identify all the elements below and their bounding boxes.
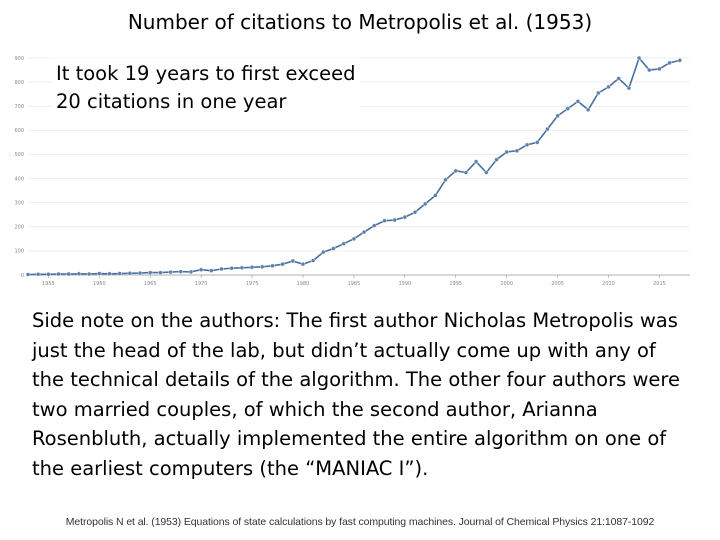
data-point [565, 106, 570, 111]
data-point [239, 265, 245, 270]
data-point [443, 177, 448, 182]
data-point [25, 272, 31, 277]
data-point [412, 210, 418, 215]
data-point [657, 66, 662, 72]
data-point [188, 269, 194, 275]
data-point [575, 99, 581, 104]
data-point [484, 170, 489, 175]
data-point [198, 267, 204, 272]
data-point [209, 268, 214, 273]
x-tick-label: 1990 [398, 281, 411, 287]
x-tick-label: 2000 [500, 281, 513, 287]
data-point [392, 217, 397, 223]
data-point [372, 223, 377, 228]
data-point [229, 266, 234, 271]
data-point [219, 266, 224, 272]
x-tick-label: 1965 [144, 281, 157, 287]
slide-title: Number of citations to Metropolis et al.… [127, 10, 593, 34]
data-point [46, 272, 51, 277]
data-point [433, 193, 438, 198]
data-point [545, 126, 550, 132]
data-point [127, 271, 133, 276]
y-tick-label: 800 [14, 80, 24, 86]
y-tick-label: 100 [14, 249, 24, 255]
chart-annotation: It took 19 years to first exceed 20 cita… [52, 58, 360, 118]
y-tick-label: 0 [21, 273, 24, 279]
data-point [290, 258, 295, 264]
y-tick-label: 600 [14, 128, 24, 134]
data-point [524, 142, 530, 148]
x-tick-label: 1980 [297, 281, 310, 287]
data-point [168, 269, 173, 275]
data-point [402, 214, 408, 220]
data-point [310, 258, 316, 263]
data-point [270, 263, 275, 269]
side-note-text: Side note on the authors: The first auth… [32, 309, 680, 480]
x-tick-label: 2010 [602, 281, 615, 287]
axis-layer: 0 100 200 300 400 500 600 700 800 900 1955 1960 1965… [14, 56, 690, 287]
x-tick-label: 2005 [551, 281, 564, 287]
data-point [56, 271, 61, 277]
data-point [667, 60, 672, 66]
data-point [626, 85, 632, 91]
reference-citation: Metropolis N et al. (1953) Equations of … [65, 516, 655, 528]
data-point [66, 271, 71, 277]
data-point [35, 272, 41, 277]
data-point [76, 271, 82, 276]
data-point [351, 236, 357, 242]
data-point [260, 264, 265, 270]
data-point [596, 90, 601, 96]
data-point [341, 241, 346, 246]
data-point [97, 271, 102, 276]
y-tick-label: 200 [14, 225, 24, 231]
data-point [636, 55, 642, 61]
data-point [178, 269, 183, 274]
data-point [331, 246, 336, 251]
data-point [616, 76, 621, 81]
data-point [86, 271, 92, 277]
x-tick-label: 2015 [653, 281, 666, 287]
data-point [280, 261, 285, 267]
data-point [535, 140, 540, 145]
data-point [453, 168, 458, 174]
data-point [494, 157, 499, 162]
data-point [137, 270, 143, 276]
y-tick-label: 900 [14, 56, 24, 62]
data-point [249, 265, 255, 270]
data-point [514, 148, 520, 154]
x-tick-label: 1975 [246, 281, 259, 287]
data-point [647, 67, 652, 73]
data-point [555, 113, 560, 119]
x-tick-label: 1955 [42, 281, 55, 287]
data-point [148, 270, 153, 275]
y-tick-label: 500 [14, 152, 24, 158]
data-point [300, 261, 306, 267]
x-tick-label: 1995 [449, 281, 462, 287]
data-point [361, 229, 367, 235]
data-point [158, 270, 163, 275]
series-marker-layer [25, 55, 683, 277]
y-tick-label: 400 [14, 176, 24, 182]
y-tick-label: 700 [14, 104, 24, 110]
data-point [107, 271, 112, 276]
x-tick-label: 1985 [348, 281, 361, 287]
data-point [463, 170, 469, 175]
data-point [423, 201, 428, 207]
citations-line-chart: 0 100 200 300 400 500 600 700 800 900 1955 1960 1965… [14, 55, 690, 287]
x-tick-label: 1970 [195, 281, 208, 287]
data-point [473, 159, 479, 164]
data-point [117, 271, 122, 276]
data-point [585, 107, 591, 113]
data-point [321, 249, 326, 255]
data-point [606, 84, 611, 90]
y-tick-label: 300 [14, 200, 24, 206]
data-point [382, 218, 387, 223]
data-point [504, 149, 509, 155]
data-point [677, 58, 683, 63]
x-tick-label: 1960 [93, 281, 106, 287]
